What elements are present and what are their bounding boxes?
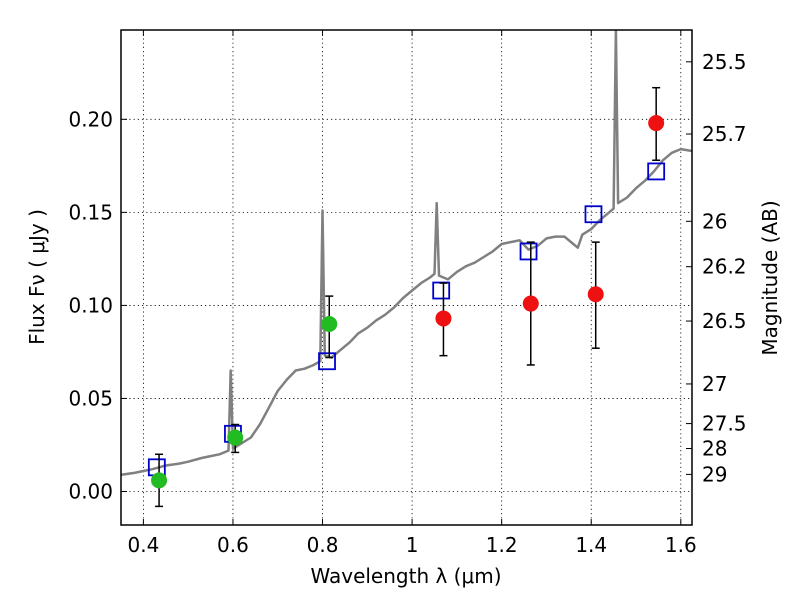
mag-tick-label: 26.2 [702, 255, 747, 279]
plot-area [121, 30, 692, 508]
mag-tick-label: 26.5 [702, 309, 747, 333]
model-photometry-point [318, 352, 336, 371]
observed-point [321, 316, 338, 333]
y-tick-label: 0.15 [68, 200, 113, 224]
observed-point [151, 472, 168, 489]
observed-point [435, 310, 452, 327]
x-tick-label: 0.8 [307, 533, 339, 557]
mag-tick-label: 29 [702, 462, 727, 486]
observed-point [522, 295, 539, 312]
model-photometry-point [647, 162, 666, 181]
x-tick-label: 1.6 [665, 533, 697, 557]
mag-tick-label: 25.7 [702, 122, 747, 146]
y-tick-label: 0.10 [68, 293, 113, 317]
mag-tick-label: 26 [702, 209, 727, 233]
model-photometry-point [584, 205, 603, 224]
mag-tick-label: 25.5 [702, 50, 747, 74]
y-tick-label: 0.05 [68, 386, 113, 410]
observed-point [587, 286, 604, 303]
mag-tick-label: 27 [702, 372, 727, 396]
observed-point [227, 429, 244, 446]
plot-frame [120, 29, 693, 526]
x-axis-label: Wavelength λ (μm) [310, 564, 501, 588]
x-tick-label: 1.2 [486, 533, 518, 557]
mag-tick-label: 27.5 [702, 412, 747, 436]
x-tick-label: 1.4 [575, 533, 607, 557]
tick-labels: 0.4 0.6 0.8 1 1.2 1.4 1.6 0.00 0.05 0.10 0.15 0.20 2… [68, 50, 746, 557]
axis-ticks [121, 30, 692, 525]
spectrum-line [121, 30, 692, 477]
y2-axis-label: Magnitude (AB) [758, 200, 782, 355]
observed-point [648, 115, 665, 132]
x-tick-label: 0.4 [127, 533, 159, 557]
x-tick-label: 1 [406, 533, 419, 557]
x-tick-label: 0.6 [217, 533, 249, 557]
mag-tick-label: 28 [702, 437, 727, 461]
y-tick-label: 0.00 [68, 480, 113, 504]
y-tick-label: 0.20 [68, 107, 113, 131]
model-photometry-point [519, 242, 538, 261]
y-axis-label: Flux Fν ( μJy ) [25, 209, 49, 345]
